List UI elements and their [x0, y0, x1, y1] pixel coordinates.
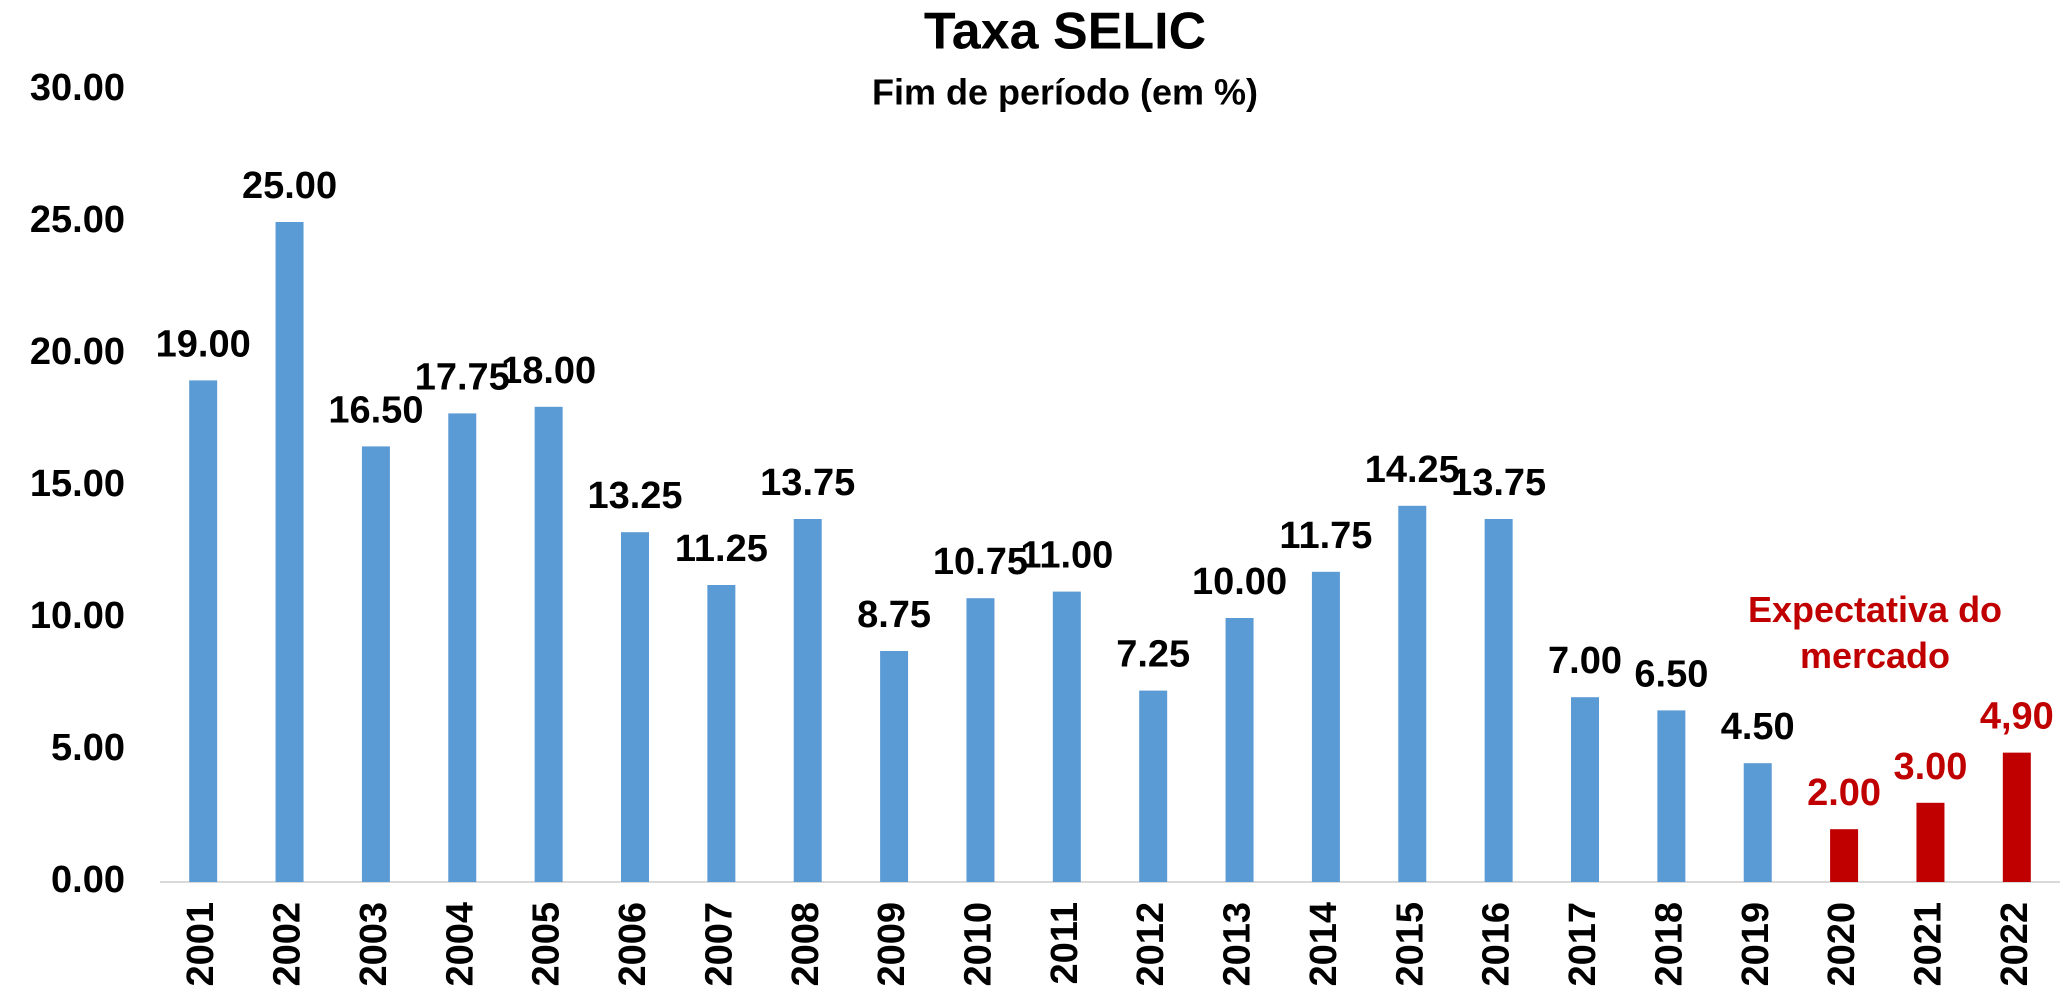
data-label: 18.00 [501, 350, 596, 392]
x-tick-label: 2017 [1562, 902, 1604, 987]
bar [275, 222, 304, 882]
data-label: 10.75 [933, 541, 1028, 583]
bar [1916, 802, 1945, 882]
bar [1139, 690, 1168, 882]
x-tick-label: 2008 [785, 902, 827, 987]
x-tick-label: 2016 [1476, 902, 1518, 987]
x-tick-label: 2002 [267, 902, 309, 987]
bar [1571, 697, 1599, 882]
x-tick-label: 2022 [1994, 902, 2036, 987]
data-label: 16.50 [328, 389, 423, 431]
data-label: 8.75 [857, 594, 931, 636]
chart-title: Taxa SELIC [924, 3, 1206, 61]
annotation-line: Expectativa do [1748, 589, 2002, 630]
x-tick-label: 2018 [1648, 902, 1690, 987]
data-label: 4,90 [1980, 696, 2054, 738]
x-tick-label: 2014 [1303, 902, 1345, 987]
bar [621, 532, 649, 882]
x-tick-label: 2003 [353, 902, 395, 987]
x-tick-label: 2019 [1735, 902, 1777, 987]
bar [448, 413, 477, 882]
x-tick-label: 2011 [1044, 902, 1086, 984]
bar [1225, 618, 1254, 882]
y-tick-label: 0.00 [51, 859, 125, 901]
y-tick-label: 30.00 [30, 67, 125, 109]
bar [966, 598, 995, 882]
annotation: Expectativa do mercado [1748, 589, 2002, 676]
bar [534, 406, 563, 882]
x-tick-label: 2010 [957, 902, 999, 987]
x-tick-label: 2004 [439, 902, 481, 987]
data-label: 11.75 [1279, 515, 1372, 557]
bar [1743, 763, 1772, 882]
data-label: 17.75 [415, 356, 510, 398]
bar [361, 446, 390, 882]
data-label: 6.50 [1634, 653, 1708, 695]
data-label: 11.00 [1020, 535, 1113, 577]
bar [1398, 505, 1427, 882]
x-tick-label: 2012 [1130, 902, 1172, 987]
y-tick-label: 5.00 [51, 727, 125, 769]
data-label: 4.50 [1721, 706, 1795, 748]
x-tick-label: 2013 [1217, 902, 1259, 987]
data-label: 7.00 [1548, 640, 1622, 682]
bar [1484, 519, 1513, 882]
x-tick-label: 2020 [1821, 902, 1863, 987]
bar [793, 519, 822, 882]
bar [1052, 591, 1081, 882]
chart-subtitle: Fim de período (em %) [872, 72, 1258, 113]
x-tick-label: 2001 [180, 902, 222, 987]
y-tick-label: 15.00 [30, 463, 125, 505]
x-tick-label: 2006 [612, 902, 654, 987]
data-label: 13.75 [760, 462, 855, 504]
bar [2002, 752, 2031, 882]
data-label: 25.00 [242, 165, 337, 207]
data-label: 19.00 [156, 323, 251, 365]
x-tick-label: 2009 [871, 902, 913, 987]
x-tick-label: 2005 [526, 902, 568, 987]
y-tick-label: 25.00 [30, 199, 125, 241]
bar [880, 651, 909, 882]
data-label: 13.75 [1451, 462, 1546, 504]
annotation-line: mercado [1800, 635, 1950, 676]
data-label: 10.00 [1192, 561, 1287, 603]
data-label: 2.00 [1807, 772, 1881, 814]
x-tick-label: 2021 [1907, 902, 1949, 987]
bar [1657, 710, 1686, 882]
data-label: 13.25 [587, 475, 682, 517]
y-tick-label: 20.00 [30, 331, 125, 373]
data-label: 14.25 [1365, 449, 1460, 491]
bar [1311, 571, 1340, 882]
data-label: 7.25 [1116, 634, 1190, 676]
x-tick-label: 2007 [698, 902, 740, 987]
bar [1830, 829, 1859, 882]
bar [707, 585, 736, 882]
x-tick-label: 2015 [1389, 902, 1431, 987]
data-label: 11.25 [675, 528, 768, 570]
bar [189, 380, 218, 882]
y-tick-label: 10.00 [30, 595, 125, 637]
data-label: 3.00 [1893, 746, 1967, 788]
